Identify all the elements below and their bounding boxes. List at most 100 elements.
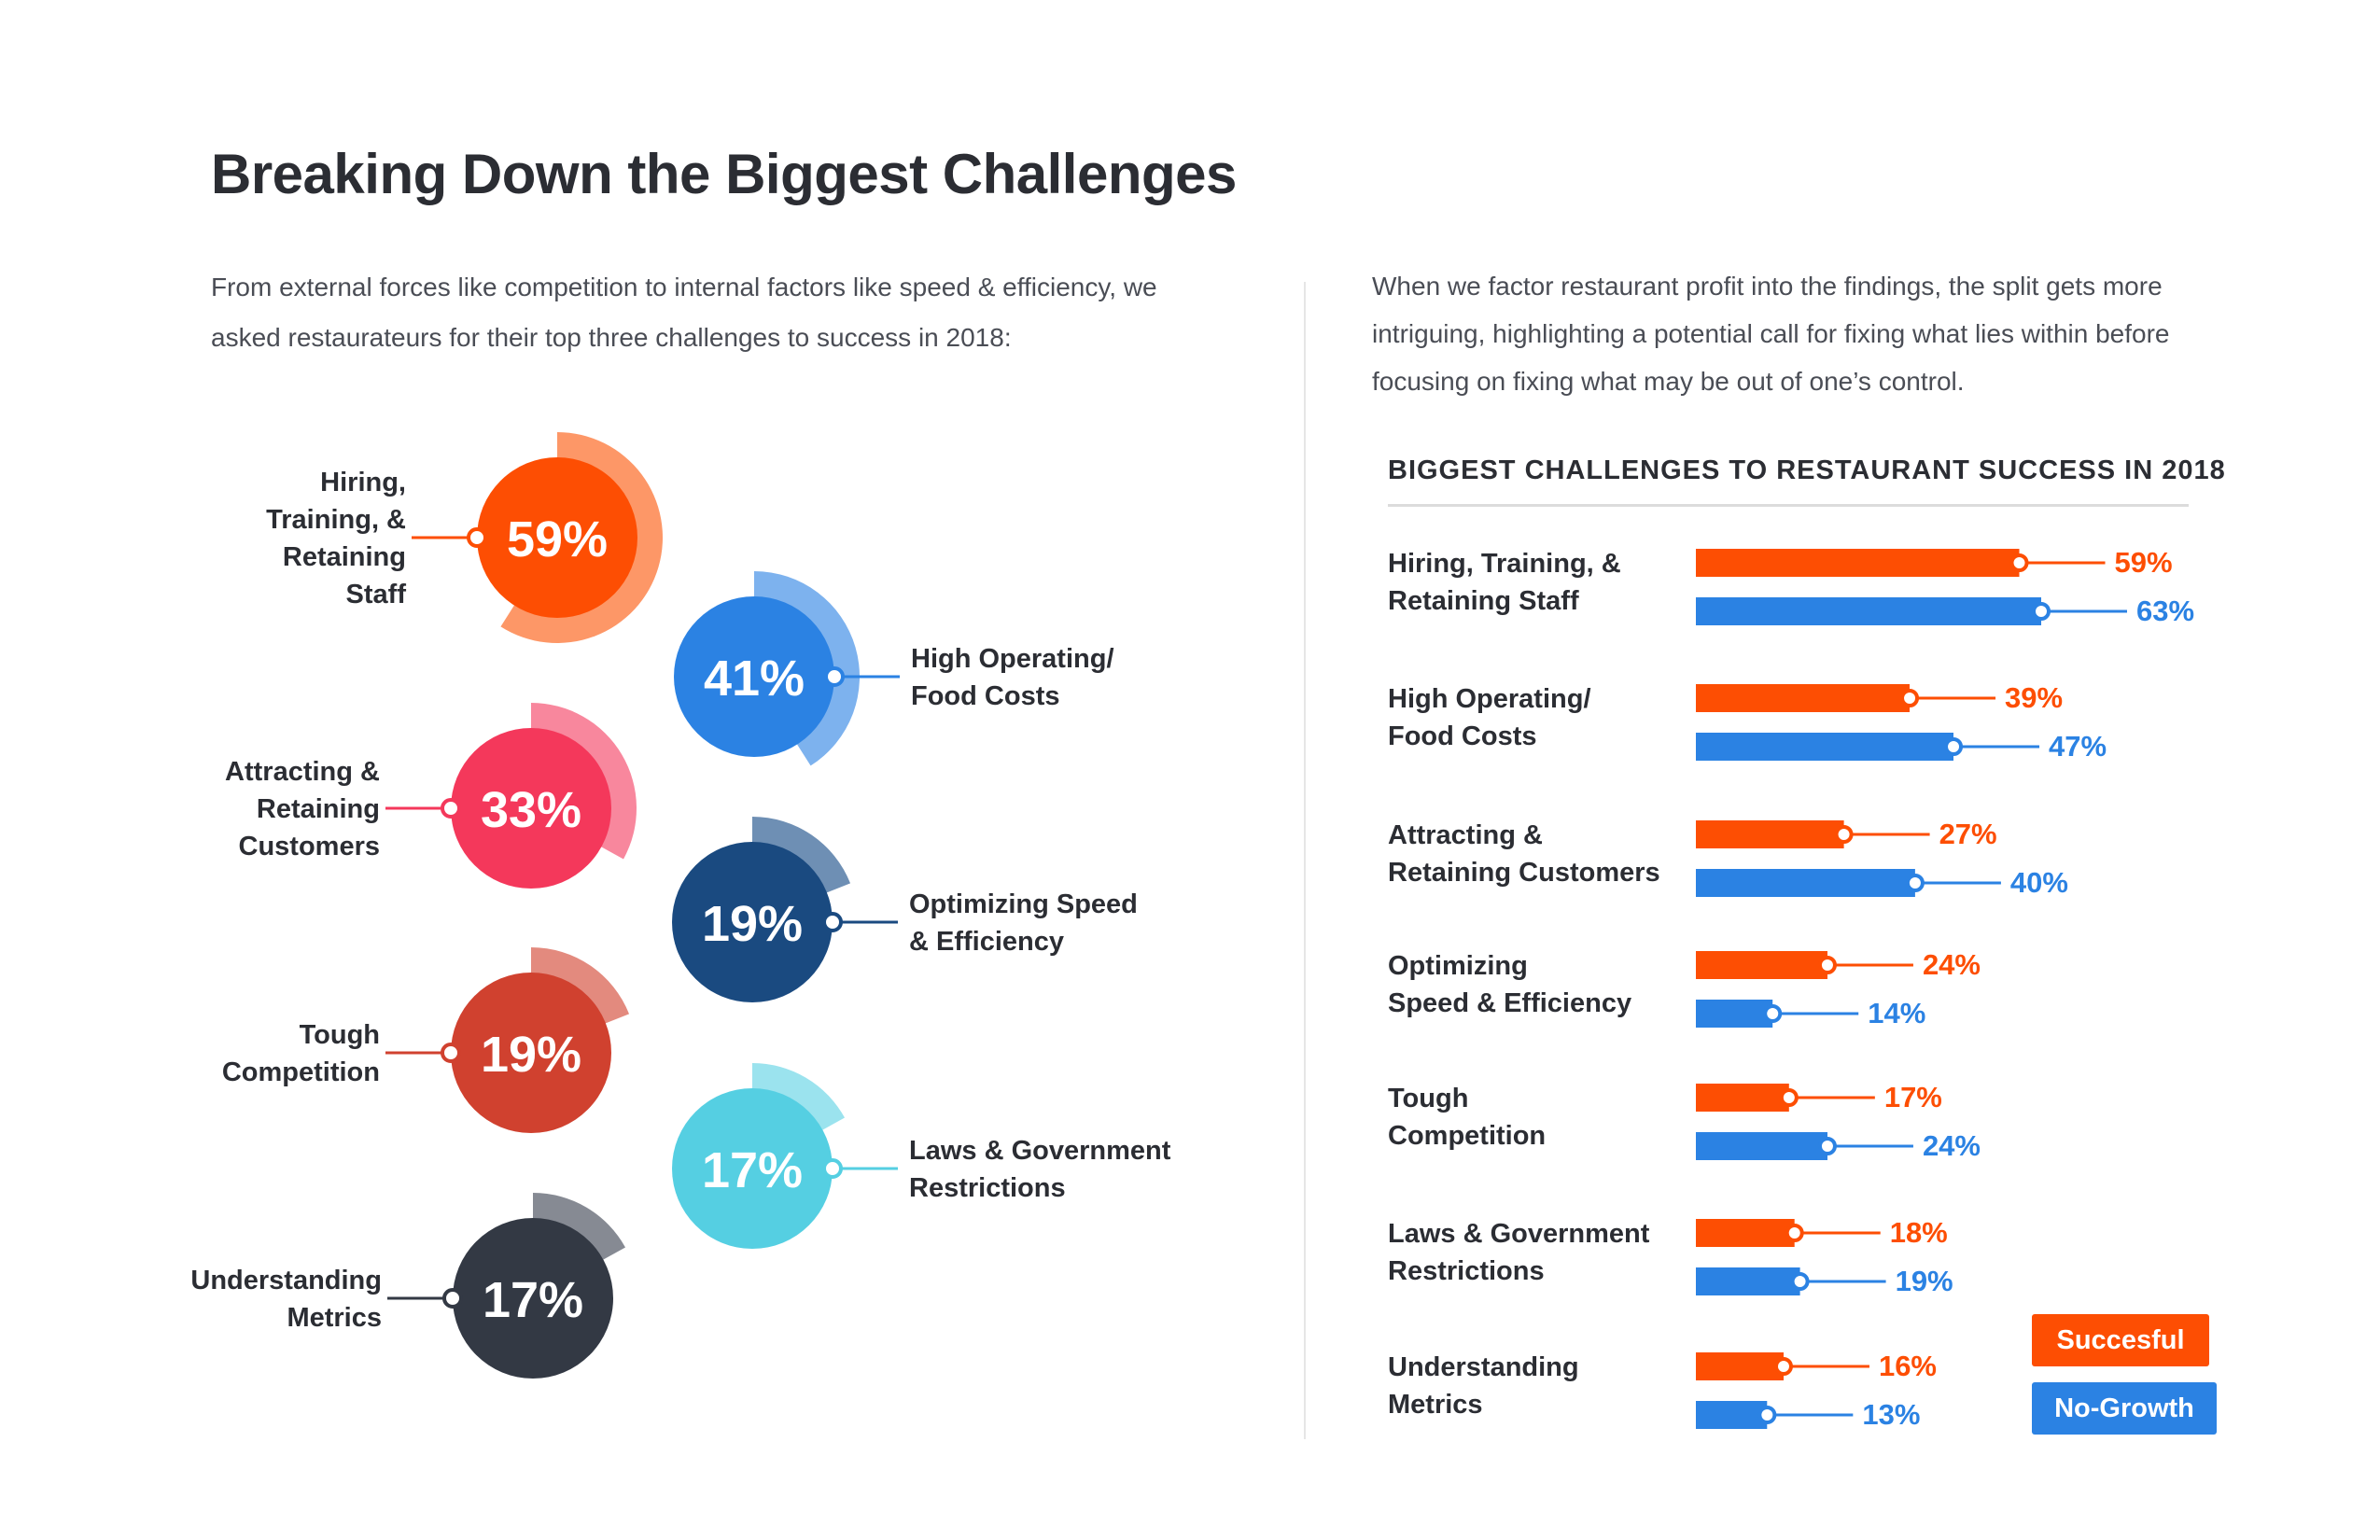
bar [1696,684,1910,712]
bar-value-label: 24% [1923,1129,1981,1162]
bar-value-label: 13% [1862,1398,1920,1431]
bar [1696,1084,1789,1112]
bar-category-label: High Operating/Food Costs [1388,684,1591,751]
bar-group: Attracting & Retaining Customers 27% 40% [1388,818,2068,899]
bar-category-label-line: Metrics [1388,1390,1483,1420]
pie-category-label-line: Tough [300,1020,380,1050]
pie-category-label: Attracting & Retaining Customers [225,757,380,861]
bar-value-label: 17% [1884,1081,1942,1113]
bar-group: Tough Competition 17% 24% [1388,1081,1981,1162]
pie-category-label-line: Laws & Government [909,1136,1171,1166]
pie-category-label-line: Metrics [287,1303,382,1333]
pie-connector-dot [824,666,845,687]
bar-value-label: 18% [1890,1216,1948,1249]
bar-category-label-line: Retaining Customers [1388,858,1660,888]
bar-category-label: Tough Competition [1388,1084,1546,1151]
bar-category-label: Laws & Government Restrictions [1388,1219,1650,1286]
bar-value-label: 24% [1923,948,1981,981]
bar-end-dot [1905,874,1925,892]
bar-group: Laws & Government Restrictions 18% 19% [1388,1216,1953,1297]
bar-end-dot [1757,1406,1777,1424]
pie-category-label-line: Retaining [257,794,380,824]
bar-category-label-line: Competition [1388,1121,1546,1151]
bar-category-label-line: Hiring, Training, & [1388,549,1621,579]
pie-category-label: Understanding Metrics [190,1266,382,1333]
bar-category-label-line: Restrictions [1388,1256,1545,1286]
bar-category-label: Hiring, Training, & Retaining Staff [1388,549,1621,616]
pie-circle [672,842,833,1002]
pie-connector-dot [822,912,843,932]
bar-value-label: 14% [1868,997,1925,1029]
bar-category-label-line: Retaining Staff [1388,586,1579,616]
bar-chart-title-rule [1388,504,2189,507]
legend-successful: Succesful [2032,1314,2209,1366]
bar-chart: Hiring, Training, & Retaining Staff 59% 63%… [1388,546,2194,1431]
legend-no-growth: No-Growth [2032,1382,2217,1435]
bar-end-dot [2032,602,2051,621]
bar-end-dot [1817,1137,1837,1155]
pie-item: 17% Understanding Metrics [190,1193,626,1379]
pie-category-label-line: & Efficiency [909,927,1064,957]
pie-connector-dot [467,527,487,548]
bar-value-label: 19% [1896,1265,1953,1297]
pie-item: 59% Hiring, Training, & Retaining Staff [266,432,663,644]
bar-category-label-line: Optimizing [1388,951,1528,981]
bar-category-label: Optimizing Speed & Efficiency [1388,951,1631,1018]
pie-category-label: Optimizing Speed & Efficiency [909,889,1138,957]
pie-category-label-line: Restrictions [909,1173,1066,1203]
bar-end-dot [1785,1224,1804,1242]
pie-value-label: 17% [483,1272,583,1328]
pie-category-label-line: Food Costs [911,681,1060,711]
bar-category-label-line: Speed & Efficiency [1388,988,1631,1018]
bar [1696,1000,1773,1028]
pie-category-label-line: Understanding [190,1266,382,1295]
pie-connector-dot [822,1158,843,1179]
bar [1696,1267,1800,1295]
bar-group: Understanding Metrics 16% 13% [1388,1350,1937,1431]
bar [1696,733,1953,761]
bar-end-dot [1790,1272,1810,1291]
pie-circle [451,973,611,1133]
pie-category-label-line: Optimizing Speed [909,889,1138,919]
bar-end-dot [1834,825,1854,844]
pie-category-label-line: Staff [346,580,407,609]
bar-category-label-line: Understanding [1388,1352,1579,1382]
bar [1696,1401,1768,1429]
bar-end-dot [1763,1004,1783,1023]
pie-value-label: 19% [481,1027,581,1083]
bar-category-label: Attracting & Retaining Customers [1388,820,1660,888]
bar-value-label: 16% [1879,1350,1937,1382]
bar-end-dot [2009,553,2029,572]
pie-category-label: Hiring, Training, & Retaining Staff [266,468,406,609]
bar-category-label-line: Attracting & [1388,820,1543,850]
bar [1696,820,1844,848]
bar [1696,951,1827,979]
bar-category-label-line: Food Costs [1388,721,1537,751]
pie-connector-dot [441,1043,461,1063]
legend-no-growth-label: No-Growth [2054,1393,2194,1423]
pie-circle [451,728,611,889]
pie-category-label: Laws & Government Restrictions [909,1136,1171,1203]
bar-category-label-line: Tough [1388,1084,1468,1113]
pie-circle [453,1218,613,1379]
bar-value-label: 63% [2136,595,2194,627]
pie-item: 19% Tough Competition [222,947,630,1133]
bar-group: High Operating/Food Costs 39% 47% [1388,681,2107,763]
bar [1696,1219,1795,1247]
legend-successful-label: Succesful [2056,1324,2185,1355]
bar [1696,1352,1784,1380]
pie-category-label-line: Hiring, [320,468,406,497]
bar [1696,869,1915,897]
pie-item: 17% Laws & Government Restrictions [672,1063,1171,1249]
bar-end-dot [1900,689,1920,707]
bar-end-dot [1779,1088,1799,1107]
bar-end-dot [1773,1357,1793,1376]
pie-item: 19% Optimizing Speed & Efficiency [672,817,1138,1002]
bar-value-label: 40% [2010,866,2068,899]
pie-circle [477,457,637,618]
bar-category-label-line: Laws & Government [1388,1219,1650,1249]
bar-group: Hiring, Training, & Retaining Staff 59% 63% [1388,546,2194,627]
pie-category-label-line: Competition [222,1057,380,1087]
pie-connector-dot [442,1288,463,1309]
